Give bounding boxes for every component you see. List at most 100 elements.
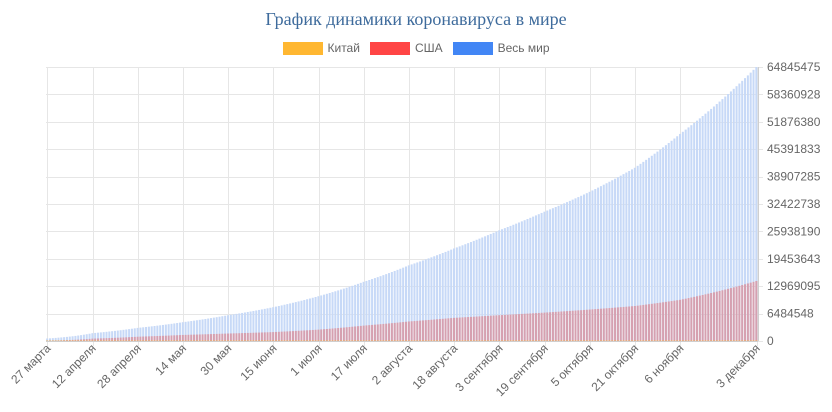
bar-Весь-мир-117	[376, 277, 379, 341]
bar-Весь-мир-237	[715, 104, 718, 341]
bar-США-178	[549, 312, 552, 341]
bar-Весь-мир-84	[283, 304, 286, 341]
bar-США-52	[193, 334, 196, 341]
bar-Весь-мир-231	[698, 118, 701, 341]
bar-США-182	[560, 311, 563, 341]
bar-Весь-мир-210	[639, 163, 642, 341]
bar-США-88	[294, 330, 297, 341]
bar-Весь-мир-152	[475, 239, 478, 341]
bar-Весь-мир-115	[371, 279, 374, 341]
y-tick-label-4: 25938190	[767, 224, 821, 238]
bar-Весь-мир-176	[543, 211, 546, 341]
bar-США-226	[684, 298, 687, 341]
bar-Весь-мир-17	[94, 332, 97, 341]
bar-США-43	[167, 335, 170, 341]
legend-item-china[interactable]: Китай	[282, 41, 360, 55]
bar-Весь-мир-158	[492, 232, 495, 341]
bar-США-200	[611, 307, 614, 341]
bar-Весь-мир-80	[272, 307, 275, 341]
bar-США-35	[145, 336, 148, 341]
bar-США-33	[139, 336, 142, 341]
bar-США-56	[204, 334, 207, 341]
legend: Китай США Весь мир	[0, 41, 832, 55]
bar-Весь-мир-208	[633, 167, 636, 341]
bar-США-8	[68, 340, 71, 341]
bar-США-179	[551, 312, 554, 341]
bar-США-215	[653, 303, 656, 341]
bar-США-248	[746, 283, 749, 341]
bar-Весь-мир-246	[741, 80, 744, 341]
bar-Весь-мир-58	[210, 318, 213, 341]
series-usa-bars	[46, 281, 758, 341]
bar-США-190	[582, 309, 586, 341]
bar-Весь-мир-61	[218, 316, 221, 341]
bar-США-32	[136, 336, 139, 341]
bar-Весь-мир-85	[286, 304, 289, 341]
bar-США-189	[580, 310, 583, 341]
bar-США-240	[724, 289, 727, 341]
bar-США-238	[718, 290, 721, 341]
bar-США-159	[495, 315, 498, 341]
bar-США-138	[436, 319, 439, 341]
bar-Весь-мир-112	[362, 281, 365, 341]
bar-США-123	[393, 322, 396, 341]
bar-США-144	[453, 317, 456, 341]
x-tick-label-15: 3 декабря	[713, 341, 762, 390]
bar-Весь-мир-203	[619, 175, 622, 341]
bar-США-202	[616, 307, 619, 341]
bar-США-45	[173, 335, 176, 341]
bar-Весь-мир-42	[164, 324, 167, 341]
legend-swatch-world	[452, 41, 493, 55]
legend-item-usa[interactable]: США	[369, 41, 443, 55]
bar-США-164	[509, 314, 512, 341]
bar-США-160	[498, 315, 501, 341]
bar-Весь-мир-139	[438, 254, 441, 341]
bar-США-96	[317, 329, 320, 341]
bar-Весь-мир-109	[354, 284, 357, 341]
bar-США-163	[506, 314, 509, 341]
bar-США-114	[368, 325, 371, 341]
bar-США-121	[388, 323, 391, 341]
bar-США-27	[122, 337, 125, 341]
bar-Весь-мир-95	[314, 296, 317, 341]
bar-Весь-мир-201	[614, 178, 617, 341]
bar-Весь-мир-101	[331, 292, 334, 341]
bar-США-125	[399, 322, 402, 341]
bar-США-111	[359, 325, 362, 341]
bar-Весь-мир-212	[645, 159, 648, 341]
bar-США-171	[529, 313, 532, 341]
bar-США-118	[379, 324, 382, 341]
bar-Весь-мир-136	[430, 257, 433, 341]
bar-Весь-мир-103	[337, 290, 340, 341]
bar-США-7	[65, 340, 68, 341]
bar-Весь-мир-38	[153, 326, 156, 341]
bar-Весь-мир-6	[63, 337, 66, 341]
bar-Весь-мир-88	[294, 302, 297, 341]
bar-Весь-мир-195	[597, 187, 600, 341]
bar-Весь-мир-2	[51, 338, 54, 341]
bar-США-55	[201, 334, 204, 341]
bar-Весь-мир-182	[560, 204, 563, 341]
bar-США-243	[732, 287, 735, 341]
bar-Весь-мир-66	[232, 314, 235, 341]
bar-Весь-мир-179	[551, 208, 554, 341]
bar-США-68	[238, 333, 241, 341]
bar-США-37	[150, 336, 153, 341]
bar-Весь-мир-34	[142, 327, 145, 341]
bar-США-10	[74, 339, 77, 341]
bar-Весь-мир-18	[97, 332, 100, 341]
bar-Весь-мир-204	[622, 174, 625, 341]
bar-Весь-мир-30	[130, 328, 133, 341]
bar-Весь-мир-249	[749, 72, 752, 341]
bar-США-231	[698, 295, 701, 341]
bar-США-212	[645, 304, 648, 341]
bar-Весь-мир-171	[529, 217, 532, 341]
bar-Весь-мир-245	[738, 83, 741, 341]
bar-Весь-мир-68	[238, 313, 241, 341]
legend-label-china: Китай	[327, 41, 360, 55]
y-tick-label-8: 51876380	[767, 115, 821, 129]
bar-Весь-мир-185	[568, 200, 571, 341]
legend-item-world[interactable]: Весь мир	[452, 41, 550, 55]
bar-Весь-мир-47	[178, 322, 181, 341]
bar-США-65	[229, 333, 232, 341]
